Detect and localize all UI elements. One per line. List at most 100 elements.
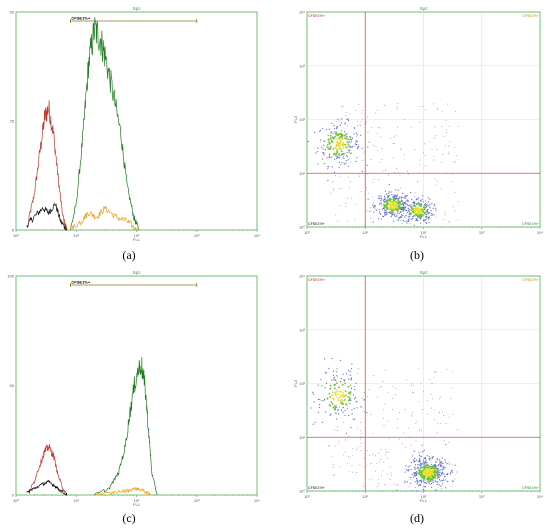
event-dot (335, 138, 337, 140)
event-dot (356, 140, 359, 142)
event-dot (372, 479, 374, 481)
event-dot (422, 459, 424, 461)
event-dot (388, 198, 391, 201)
plot-frame (15, 275, 258, 496)
event-dot (349, 113, 351, 115)
event-dot (334, 474, 335, 476)
event-dot (359, 422, 361, 424)
event-dot (404, 220, 406, 223)
event-dot (342, 384, 344, 386)
event-dot (426, 204, 428, 206)
event-dot (410, 469, 412, 471)
event-dot (314, 421, 316, 424)
event-dot (334, 174, 336, 176)
event-dot (423, 466, 425, 469)
event-dot (331, 379, 333, 381)
event-dot (346, 408, 348, 410)
event-dot (394, 388, 396, 390)
event-dot (342, 406, 345, 409)
event-dot (379, 459, 381, 461)
event-dot (312, 391, 314, 393)
event-dot (405, 201, 407, 203)
event-dot (415, 213, 418, 216)
event-dot (339, 124, 342, 126)
event-dot (336, 126, 338, 128)
event-dot (339, 175, 341, 177)
event-dot (349, 137, 351, 139)
event-dot (350, 427, 352, 429)
event-dot (421, 209, 424, 212)
event-dot (421, 445, 423, 446)
event-dot (367, 146, 369, 148)
event-dot (332, 406, 335, 409)
event-dot (427, 208, 429, 211)
event-dot (377, 132, 379, 134)
event-dot (403, 159, 405, 161)
event-dot (362, 118, 364, 120)
event-dot (344, 414, 346, 416)
event-dot (328, 404, 331, 406)
event-dot (425, 458, 427, 460)
event-dot (336, 151, 339, 154)
event-dot (339, 359, 341, 361)
event-dot (334, 127, 336, 129)
event-dot (409, 214, 411, 216)
event-dot (438, 459, 440, 461)
event-dot (422, 211, 425, 213)
event-dot (390, 216, 392, 218)
event-dot (451, 173, 453, 175)
event-dot (354, 143, 357, 145)
event-dot (448, 151, 450, 153)
event-dot (411, 199, 413, 201)
event-dot (423, 482, 425, 484)
event-dot (436, 107, 438, 109)
event-dot (432, 482, 434, 484)
event-dot (361, 406, 363, 408)
event-dot (420, 203, 423, 205)
event-dot (395, 135, 397, 137)
event-dot (348, 159, 350, 161)
event-dot (344, 399, 346, 401)
event-dot (425, 459, 427, 461)
event-dot (396, 196, 398, 198)
event-dot (346, 220, 348, 222)
event-dot (387, 452, 389, 454)
event-dot (359, 464, 361, 466)
event-dot (378, 195, 379, 197)
event-dot (435, 135, 437, 137)
event-dot (432, 103, 434, 105)
event-dot (438, 477, 440, 479)
event-dot (434, 203, 436, 205)
event-dot (349, 136, 351, 138)
event-dot (357, 372, 359, 374)
event-dot (391, 193, 393, 196)
event-dot (331, 402, 334, 405)
event-dot (399, 208, 401, 211)
event-dot (430, 467, 432, 470)
event-dot (431, 203, 433, 205)
event-dot (400, 203, 403, 206)
event-dot (450, 470, 452, 472)
event-dot (326, 397, 329, 400)
event-dot (321, 421, 324, 423)
event-dot (423, 457, 425, 460)
event-dot (348, 151, 350, 153)
event-dot (429, 212, 431, 214)
event-dot (409, 217, 411, 219)
histogram-series-control_black (26, 203, 68, 231)
event-dot (426, 213, 428, 216)
event-dot (409, 465, 411, 467)
event-dot (450, 472, 452, 473)
event-dot (390, 213, 392, 215)
event-dot (402, 192, 404, 194)
event-dot (439, 469, 441, 471)
event-dot (428, 482, 430, 484)
event-dot (392, 202, 394, 205)
event-dot (359, 175, 361, 177)
event-dot (393, 201, 395, 204)
event-dot (422, 409, 423, 411)
event-dot (356, 136, 357, 138)
event-dot (412, 412, 414, 414)
event-dot (386, 473, 388, 475)
event-dot (326, 157, 328, 159)
